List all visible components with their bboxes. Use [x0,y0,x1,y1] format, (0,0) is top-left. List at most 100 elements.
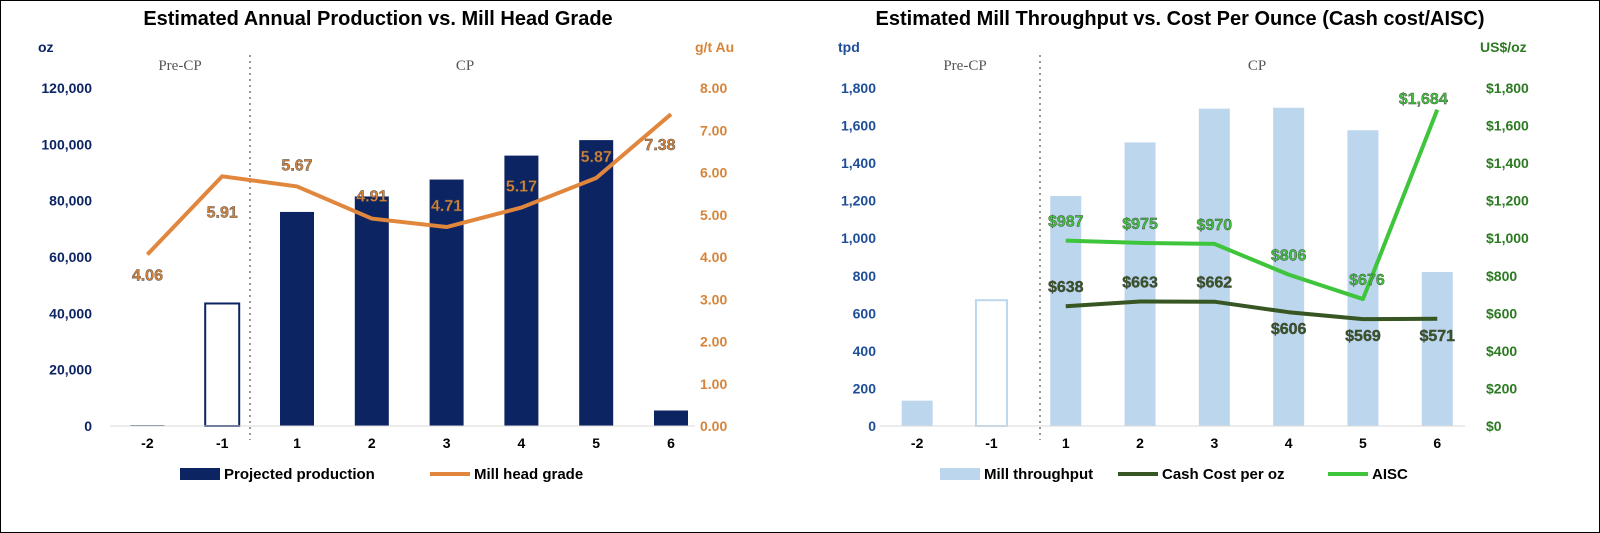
data-label: $1,684 [1399,91,1448,108]
y-tick-label: 0 [84,418,92,434]
y2-tick-label: $1,200 [1486,193,1529,209]
data-label: 4.06 [132,267,163,284]
y-tick-label: 400 [853,343,877,359]
y2-tick-label: 0.00 [700,418,727,434]
chart-title: Estimated Annual Production vs. Mill Hea… [143,8,612,30]
region-label: Pre-CP [943,58,986,74]
y2-tick-label: 2.00 [700,334,727,350]
y2-tick-label: 1.00 [700,376,727,392]
y2-tick-label: $1,600 [1486,118,1529,134]
data-label: $569 [1345,328,1381,345]
y-tick-label: 20,000 [49,362,92,378]
bar [1198,108,1230,427]
y2-tick-label: $800 [1486,268,1517,284]
y-tick-label: 0 [868,418,876,434]
y2-tick-label: $0 [1486,418,1502,434]
series-line [145,112,673,256]
chart-title: Estimated Mill Throughput vs. Cost Per O… [876,8,1485,30]
right-axis-unit: US$/oz [1480,39,1527,55]
data-label: $571 [1419,328,1455,345]
x-tick-label: 5 [1359,435,1367,451]
bar [1273,107,1305,426]
legend-swatch [180,468,220,480]
bar [280,211,314,426]
x-tick-label: 6 [1433,435,1441,451]
x-tick-label: -2 [141,435,154,451]
data-label: $987 [1048,214,1084,231]
y2-tick-label: 4.00 [700,249,727,265]
bar [1124,142,1156,426]
data-label: $970 [1197,217,1233,234]
y2-tick-label: 8.00 [700,80,727,96]
y-tick-label: 120,000 [41,80,92,96]
y-tick-label: 200 [853,380,877,396]
y-tick-label: 800 [853,268,877,284]
bar [1421,272,1453,426]
y2-tick-label: 7.00 [700,122,727,138]
bar [974,299,1008,428]
x-tick-label: -2 [911,435,924,451]
data-label: $975 [1122,216,1158,233]
y-tick-label: 60,000 [49,249,92,265]
y-tick-label: 1,200 [841,193,876,209]
data-label: 4.91 [356,189,387,206]
y-tick-label: 1,800 [841,80,876,96]
x-tick-label: 2 [368,435,376,451]
production-grade-chart: Estimated Annual Production vs. Mill Hea… [38,8,734,483]
region-label: CP [456,58,474,74]
data-label: $806 [1271,248,1307,265]
y2-tick-label: $600 [1486,305,1517,321]
x-tick-label: 4 [1285,435,1293,451]
x-tick-label: 3 [443,435,451,451]
y2-tick-label: $1,800 [1486,80,1529,96]
x-tick-label: 1 [1062,435,1070,451]
y-tick-label: 100,000 [41,136,92,152]
x-tick-label: 2 [1136,435,1144,451]
data-label: 5.91 [207,204,238,221]
y2-tick-label: 3.00 [700,291,727,307]
bar [1050,195,1082,426]
x-tick-label: 5 [592,435,600,451]
data-label: $676 [1349,272,1385,289]
legend-label: AISC [1372,466,1408,483]
data-label: 5.67 [281,157,312,174]
left-axis-unit: tpd [838,39,860,55]
y2-tick-label: $200 [1486,380,1517,396]
y-tick-label: 40,000 [49,305,92,321]
y-tick-label: 600 [853,305,877,321]
y-tick-label: 1,600 [841,118,876,134]
y-tick-label: 80,000 [49,193,92,209]
series-line [1065,109,1440,302]
y2-tick-label: $1,000 [1486,230,1529,246]
x-tick-label: 3 [1210,435,1218,451]
data-label: $662 [1197,275,1233,292]
legend-swatch [940,468,980,480]
y2-tick-label: 5.00 [700,207,727,223]
right-axis-unit: g/t Au [695,39,734,55]
data-label: $606 [1271,321,1307,338]
legend-label: Projected production [224,466,375,483]
bar [429,179,464,426]
bar [504,155,539,426]
x-tick-label: -1 [985,435,998,451]
y-tick-label: 1,000 [841,230,876,246]
data-label: 4.71 [431,198,462,215]
legend-label: Mill throughput [984,466,1093,483]
y2-tick-label: $400 [1486,343,1517,359]
x-tick-label: 4 [518,435,526,451]
bar [654,410,688,426]
region-label: Pre-CP [158,58,201,74]
bar [579,140,614,426]
data-label: 5.87 [581,149,612,166]
bar [354,196,389,426]
series-line [1065,299,1438,322]
data-label: 7.38 [644,137,675,154]
legend-label: Cash Cost per oz [1162,466,1285,483]
legend-label: Mill head grade [474,466,583,483]
data-label: $663 [1122,275,1158,292]
bar [901,400,933,426]
x-tick-label: 6 [667,435,675,451]
bar [204,302,241,428]
region-label: CP [1248,58,1266,74]
left-axis-unit: oz [38,39,54,55]
